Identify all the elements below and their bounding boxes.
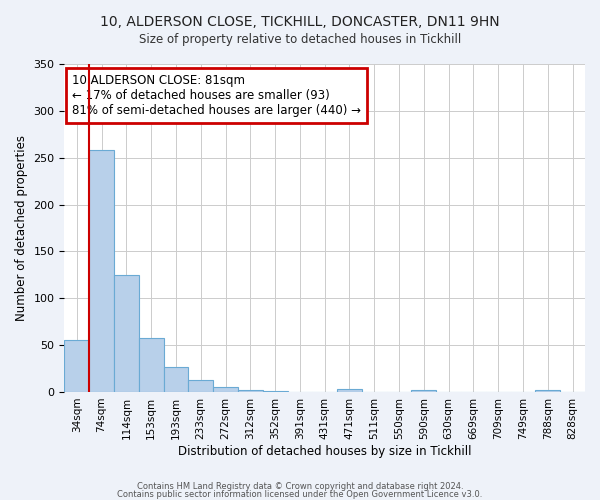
- Bar: [238, 390, 263, 392]
- Bar: [164, 366, 188, 392]
- Bar: [188, 380, 213, 392]
- Text: Size of property relative to detached houses in Tickhill: Size of property relative to detached ho…: [139, 32, 461, 46]
- Bar: [412, 390, 436, 392]
- Bar: [139, 338, 164, 392]
- Text: 10 ALDERSON CLOSE: 81sqm
← 17% of detached houses are smaller (93)
81% of semi-d: 10 ALDERSON CLOSE: 81sqm ← 17% of detach…: [72, 74, 361, 117]
- Text: Contains public sector information licensed under the Open Government Licence v3: Contains public sector information licen…: [118, 490, 482, 499]
- X-axis label: Distribution of detached houses by size in Tickhill: Distribution of detached houses by size …: [178, 444, 472, 458]
- Text: 10, ALDERSON CLOSE, TICKHILL, DONCASTER, DN11 9HN: 10, ALDERSON CLOSE, TICKHILL, DONCASTER,…: [100, 15, 500, 29]
- Bar: [114, 275, 139, 392]
- Bar: [263, 391, 287, 392]
- Bar: [213, 388, 238, 392]
- Bar: [535, 390, 560, 392]
- Y-axis label: Number of detached properties: Number of detached properties: [15, 135, 28, 321]
- Text: Contains HM Land Registry data © Crown copyright and database right 2024.: Contains HM Land Registry data © Crown c…: [137, 482, 463, 491]
- Bar: [64, 340, 89, 392]
- Bar: [337, 389, 362, 392]
- Bar: [89, 150, 114, 392]
